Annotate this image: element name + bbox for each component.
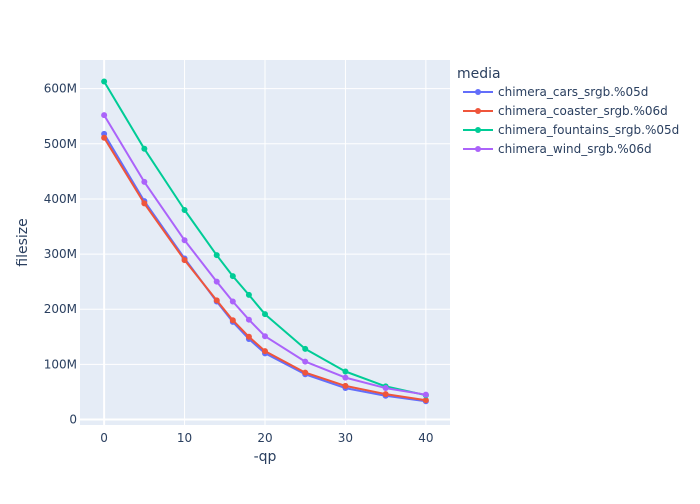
x-tick-label: 30: [338, 431, 353, 445]
data-point: [141, 145, 148, 152]
data-point: [342, 374, 349, 381]
legend-item[interactable]: chimera_wind_srgb.%06d: [463, 142, 652, 156]
data-point: [342, 368, 349, 375]
data-point: [181, 206, 188, 213]
y-tick-label: 400M: [44, 192, 77, 206]
legend-marker: [475, 127, 481, 133]
y-tick-label: 100M: [44, 357, 77, 371]
data-point: [262, 311, 268, 318]
data-point: [229, 298, 236, 305]
x-axis-title: -qp: [254, 449, 277, 465]
x-tick-label: 10: [177, 431, 192, 445]
data-point: [181, 257, 188, 264]
data-point: [342, 382, 349, 389]
legend-label: chimera_cars_srgb.%05d: [498, 85, 648, 99]
data-point: [245, 333, 252, 340]
tick-labels: 0 10 20 30 40 0 100M 200M 300M 400M 500M 600M: [44, 82, 434, 445]
data-point: [181, 237, 188, 244]
legend-label: chimera_fountains_srgb.%05d: [498, 123, 679, 137]
y-tick-label: 0: [69, 412, 77, 426]
data-point: [382, 391, 389, 398]
data-point: [213, 278, 220, 285]
legend-item[interactable]: chimera_fountains_srgb.%05d: [463, 123, 679, 137]
y-tick-label: 200M: [44, 302, 77, 316]
y-tick-label: 600M: [44, 82, 77, 96]
zero-lines: [80, 60, 450, 425]
series: [101, 134, 429, 404]
data-point: [101, 134, 108, 141]
data-point: [302, 358, 309, 365]
data-point: [262, 333, 268, 340]
series: [101, 112, 429, 398]
legend: media chimera_cars_srgb.%05d chimera_coas…: [457, 66, 679, 156]
legend-marker: [475, 89, 481, 95]
legend-title: media: [457, 66, 501, 82]
y-tick-label: 300M: [44, 247, 77, 261]
data-point: [141, 178, 148, 185]
data-point: [229, 273, 236, 280]
data-point: [422, 391, 429, 398]
legend-item[interactable]: chimera_cars_srgb.%05d: [463, 85, 648, 99]
legend-marker: [475, 146, 481, 152]
y-tick-label: 500M: [44, 137, 77, 151]
legend-marker: [475, 108, 481, 114]
legend-label: chimera_coaster_srgb.%06d: [498, 104, 668, 118]
data-point: [302, 345, 309, 352]
legend-label: chimera_wind_srgb.%06d: [498, 142, 652, 156]
data-point: [382, 385, 389, 392]
legend-item[interactable]: chimera_coaster_srgb.%06d: [463, 104, 668, 118]
data-point: [141, 200, 148, 207]
data-point: [101, 112, 108, 119]
data-point: [262, 348, 268, 355]
data-point: [302, 369, 309, 376]
data-point: [229, 317, 236, 324]
data-point: [213, 297, 220, 304]
x-tick-label: 40: [418, 431, 433, 445]
data-point: [213, 252, 220, 259]
series-group: [101, 78, 429, 405]
data-point: [245, 291, 252, 298]
x-tick-label: 20: [257, 431, 272, 445]
y-axis-title: filesize: [15, 218, 31, 266]
x-tick-label: 0: [100, 431, 108, 445]
data-point: [422, 397, 429, 404]
data-point: [245, 316, 252, 323]
data-point: [101, 78, 108, 85]
